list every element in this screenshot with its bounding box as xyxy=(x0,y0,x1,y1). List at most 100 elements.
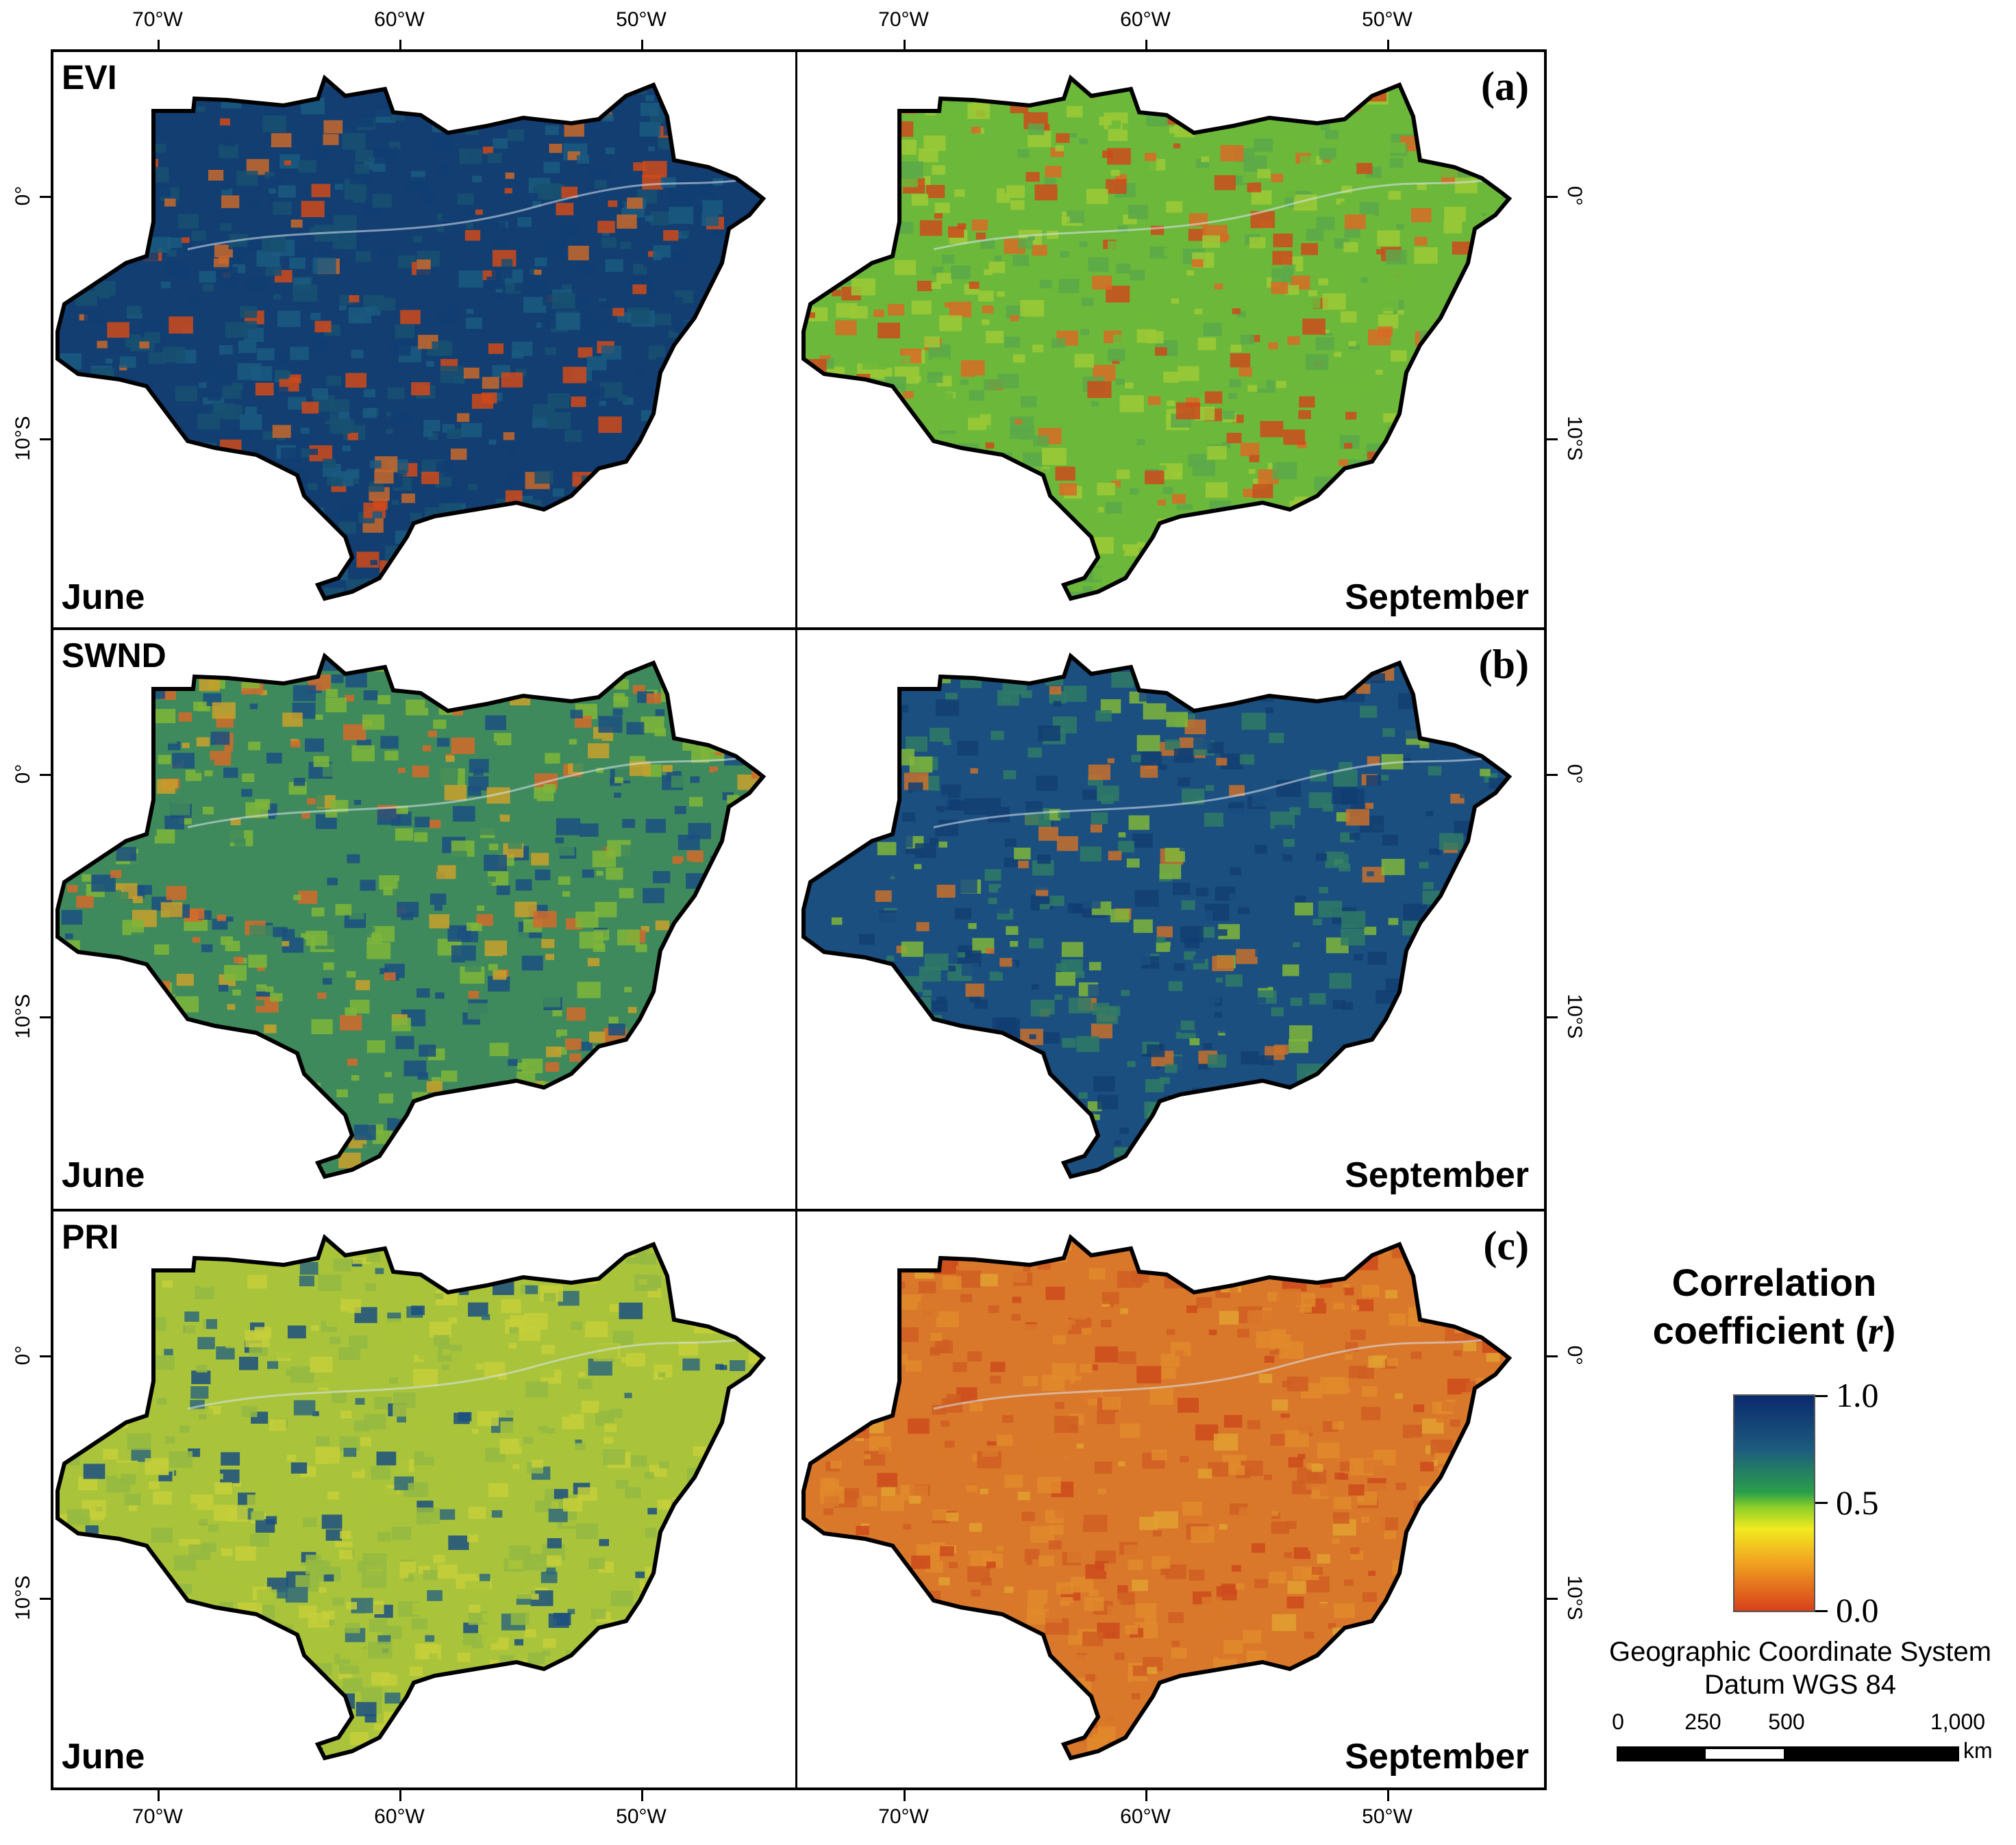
longitude-label: 60°W xyxy=(1120,8,1171,31)
latitude-tick xyxy=(40,1598,51,1600)
map-panel-swnd-june: SWND June xyxy=(51,629,797,1205)
raster-pixels xyxy=(804,1238,1509,1758)
amazon-map xyxy=(801,1233,1513,1761)
amazon-map xyxy=(55,1233,767,1761)
latitude-label: 0° xyxy=(12,186,34,206)
index-label: PRI xyxy=(62,1218,119,1256)
month-label: June xyxy=(62,1155,145,1195)
colorbar-label-max: 1.0 xyxy=(1836,1376,1879,1414)
month-label: September xyxy=(1345,1155,1529,1195)
longitude-tick xyxy=(158,40,160,51)
amazon-map xyxy=(801,74,1513,601)
longitude-tick xyxy=(158,1790,160,1801)
map-panel-evi-june: EVI June xyxy=(51,51,797,627)
longitude-tick xyxy=(641,40,643,51)
longitude-tick xyxy=(1145,40,1147,51)
latitude-label: 10°S xyxy=(1563,994,1586,1039)
longitude-tick xyxy=(904,1790,906,1801)
latitude-tick xyxy=(40,1355,51,1357)
legend-title-line1: Correlation xyxy=(1671,1261,1877,1304)
month-label: September xyxy=(1345,577,1529,617)
index-label: SWND xyxy=(62,636,166,675)
raster-pixels xyxy=(58,1238,763,1758)
map-panel-swnd-september: (b) September xyxy=(797,629,1543,1205)
colorbar-tick xyxy=(1815,1502,1828,1504)
map-panel-evi-september: (a) September xyxy=(797,51,1543,627)
legal-amazon-boundary xyxy=(801,74,1513,601)
longitude-label: 60°W xyxy=(374,1805,425,1828)
panel-letter: (b) xyxy=(1478,642,1529,687)
amazon-map xyxy=(55,74,767,601)
latitude-tick xyxy=(40,438,51,440)
latitude-label: 10°S xyxy=(12,994,34,1039)
scalebar-label: 1,000 xyxy=(1930,1709,1986,1734)
longitude-label: 50°W xyxy=(616,8,667,31)
month-label: June xyxy=(62,577,145,617)
colorbar xyxy=(1733,1394,1815,1612)
scalebar-label: 500 xyxy=(1768,1709,1805,1734)
legend-title: Correlation coefficient (r) xyxy=(1630,1259,1918,1355)
raster-pixels xyxy=(58,78,763,599)
legend-title-symbol: r xyxy=(1867,1310,1883,1353)
latitude-tick xyxy=(1547,1355,1558,1357)
longitude-tick xyxy=(399,1790,401,1801)
longitude-label: 70°W xyxy=(878,8,929,31)
longitude-tick xyxy=(399,40,401,51)
scalebar-label: 250 xyxy=(1684,1709,1721,1734)
month-label: June xyxy=(62,1737,145,1777)
raster-pixels xyxy=(58,656,763,1177)
column-divider xyxy=(795,49,797,1790)
latitude-tick xyxy=(40,1016,51,1018)
index-label: EVI xyxy=(62,58,117,97)
latitude-label: 0° xyxy=(1563,764,1586,784)
longitude-tick xyxy=(1387,1790,1389,1801)
row-divider xyxy=(51,627,1547,630)
amazon-map xyxy=(801,652,1513,1179)
longitude-label: 50°W xyxy=(1362,1805,1413,1828)
legal-amazon-boundary xyxy=(55,74,767,601)
raster-pixels xyxy=(804,78,1509,599)
colorbar-tick xyxy=(1815,1610,1828,1612)
latitude-label: 10°S xyxy=(1563,1575,1586,1620)
latitude-label: 10°S xyxy=(12,1575,34,1620)
panel-letter: (a) xyxy=(1481,64,1529,109)
latitude-label: 0° xyxy=(1563,186,1586,206)
legal-amazon-boundary xyxy=(801,652,1513,1179)
legal-amazon-boundary xyxy=(801,1233,1513,1761)
latitude-tick xyxy=(1547,1016,1558,1018)
colorbar-tick xyxy=(1815,1395,1828,1397)
longitude-label: 70°W xyxy=(878,1805,929,1828)
amazon-map xyxy=(55,652,767,1179)
scalebar-segment xyxy=(1787,1746,1959,1761)
raster-pixels xyxy=(804,656,1509,1177)
scalebar-segment xyxy=(1703,1746,1787,1761)
longitude-tick xyxy=(641,1790,643,1801)
colorbar-label-mid: 0.5 xyxy=(1836,1483,1879,1522)
figure-frame xyxy=(51,49,1547,1790)
legend-title-line2: coefficient (r) xyxy=(1652,1309,1896,1353)
longitude-tick xyxy=(904,40,906,51)
latitude-label: 0° xyxy=(12,1345,34,1366)
legal-amazon-boundary xyxy=(55,652,767,1179)
latitude-tick xyxy=(40,774,51,776)
longitude-label: 60°W xyxy=(374,8,425,31)
row-divider xyxy=(51,1209,1547,1212)
latitude-tick xyxy=(1547,196,1558,198)
month-label: September xyxy=(1345,1737,1529,1777)
latitude-tick xyxy=(1547,438,1558,440)
crs-name: Geographic Coordinate System xyxy=(1608,1637,1992,1667)
latitude-tick xyxy=(40,196,51,198)
longitude-label: 70°W xyxy=(132,1805,183,1828)
latitude-tick xyxy=(1547,1598,1558,1600)
scalebar-segment xyxy=(1617,1746,1703,1761)
latitude-label: 10°S xyxy=(12,416,34,461)
longitude-label: 60°W xyxy=(1120,1805,1171,1828)
latitude-label: 0° xyxy=(1563,1345,1586,1366)
longitude-tick xyxy=(1145,1790,1147,1801)
longitude-label: 50°W xyxy=(616,1805,667,1828)
longitude-label: 70°W xyxy=(132,8,183,31)
panel-letter: (c) xyxy=(1483,1223,1529,1268)
map-panel-pri-september: (c) September xyxy=(797,1210,1543,1787)
map-panel-pri-june: PRI June xyxy=(51,1210,797,1787)
latitude-label: 0° xyxy=(12,764,34,784)
